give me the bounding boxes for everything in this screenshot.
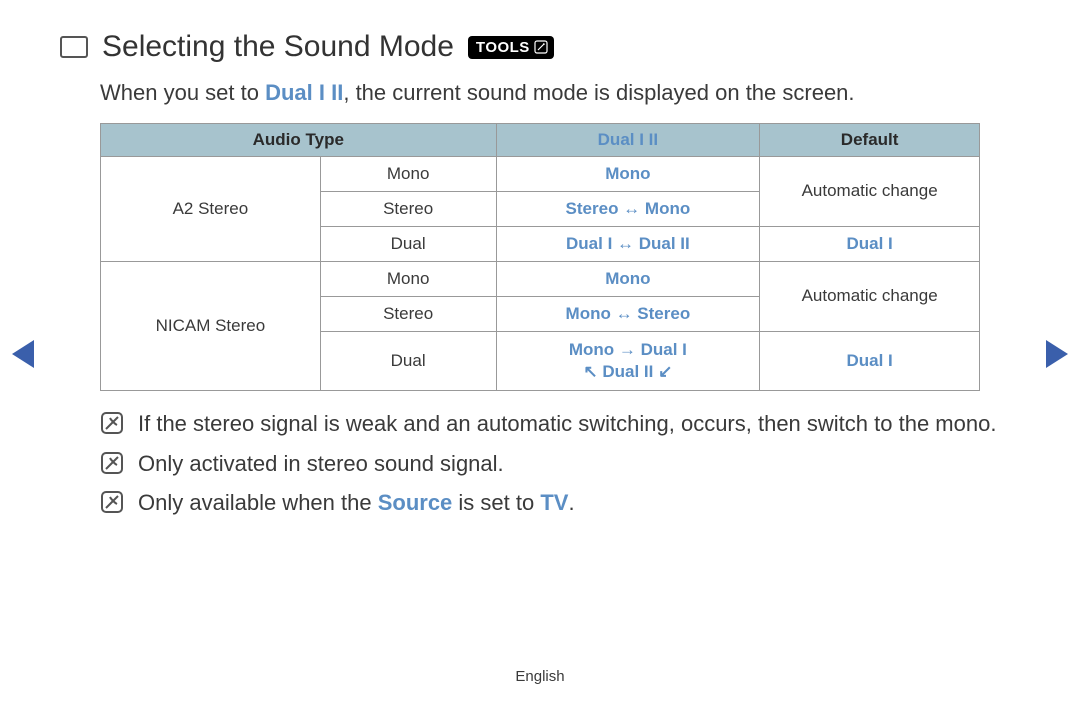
note3-hl1: Source — [378, 490, 453, 515]
note-text: Only activated in stereo sound signal. — [138, 449, 504, 479]
note3-pre: Only available when the — [138, 490, 378, 515]
cell-dual: Mono — [496, 261, 760, 296]
cell-default: Automatic change — [760, 261, 980, 331]
cell-default: Dual I — [760, 226, 980, 261]
page-title: Selecting the Sound Mode — [102, 30, 454, 64]
note3-post: . — [568, 490, 574, 515]
table-row: NICAM Stereo Mono Mono Automatic change — [101, 261, 980, 296]
cell-dual: Mono → Dual I ↖ Dual II ↙ — [496, 331, 760, 390]
note-text: Only available when the Source is set to… — [138, 488, 575, 518]
prev-page-arrow[interactable] — [12, 340, 34, 368]
note3-hl2: TV — [540, 490, 568, 515]
th-audio-type: Audio Type — [101, 123, 497, 156]
title-row: Selecting the Sound Mode TOOLS — [60, 30, 1020, 64]
cell-dual-line1: Mono → Dual I — [569, 340, 687, 359]
cell-audio: Mono — [320, 261, 496, 296]
note-icon — [100, 451, 124, 475]
cell-dual-line2: ↖ Dual II ↙ — [583, 362, 672, 381]
intro-pre: When you set to — [100, 80, 265, 105]
note-icon — [100, 411, 124, 435]
cell-dual: Stereo ↔ Mono — [496, 191, 760, 226]
th-dual: Dual I II — [496, 123, 760, 156]
intro-text: When you set to Dual I II, the current s… — [100, 78, 1020, 109]
note-item: If the stereo signal is weak and an auto… — [100, 409, 1020, 439]
cell-audio: Mono — [320, 156, 496, 191]
note-icon — [100, 490, 124, 514]
cell-default: Automatic change — [760, 156, 980, 226]
notes-section: If the stereo signal is weak and an auto… — [100, 409, 1020, 518]
group-name: NICAM Stereo — [101, 261, 321, 390]
sound-mode-table: Audio Type Dual I II Default A2 Stereo M… — [100, 123, 980, 391]
cell-dual: Mono ↔ Stereo — [496, 296, 760, 331]
cell-audio: Stereo — [320, 296, 496, 331]
page-content: Selecting the Sound Mode TOOLS When you … — [0, 0, 1080, 518]
tools-label: TOOLS — [476, 39, 530, 56]
th-default: Default — [760, 123, 980, 156]
cell-dual: Dual I ↔ Dual II — [496, 226, 760, 261]
footer-language: English — [0, 668, 1080, 685]
intro-highlight: Dual I II — [265, 80, 343, 105]
intro-post: , the current sound mode is displayed on… — [343, 80, 854, 105]
book-icon — [60, 36, 88, 58]
cell-dual: Mono — [496, 156, 760, 191]
note-item: Only available when the Source is set to… — [100, 488, 1020, 518]
note-text: If the stereo signal is weak and an auto… — [138, 409, 996, 439]
cell-audio: Stereo — [320, 191, 496, 226]
tools-icon — [534, 40, 548, 54]
cell-audio: Dual — [320, 226, 496, 261]
cell-default: Dual I — [760, 331, 980, 390]
tools-badge: TOOLS — [468, 36, 554, 59]
note3-mid: is set to — [452, 490, 540, 515]
note-item: Only activated in stereo sound signal. — [100, 449, 1020, 479]
table-row: A2 Stereo Mono Mono Automatic change — [101, 156, 980, 191]
table-header-row: Audio Type Dual I II Default — [101, 123, 980, 156]
cell-audio: Dual — [320, 331, 496, 390]
next-page-arrow[interactable] — [1046, 340, 1068, 368]
group-name: A2 Stereo — [101, 156, 321, 261]
